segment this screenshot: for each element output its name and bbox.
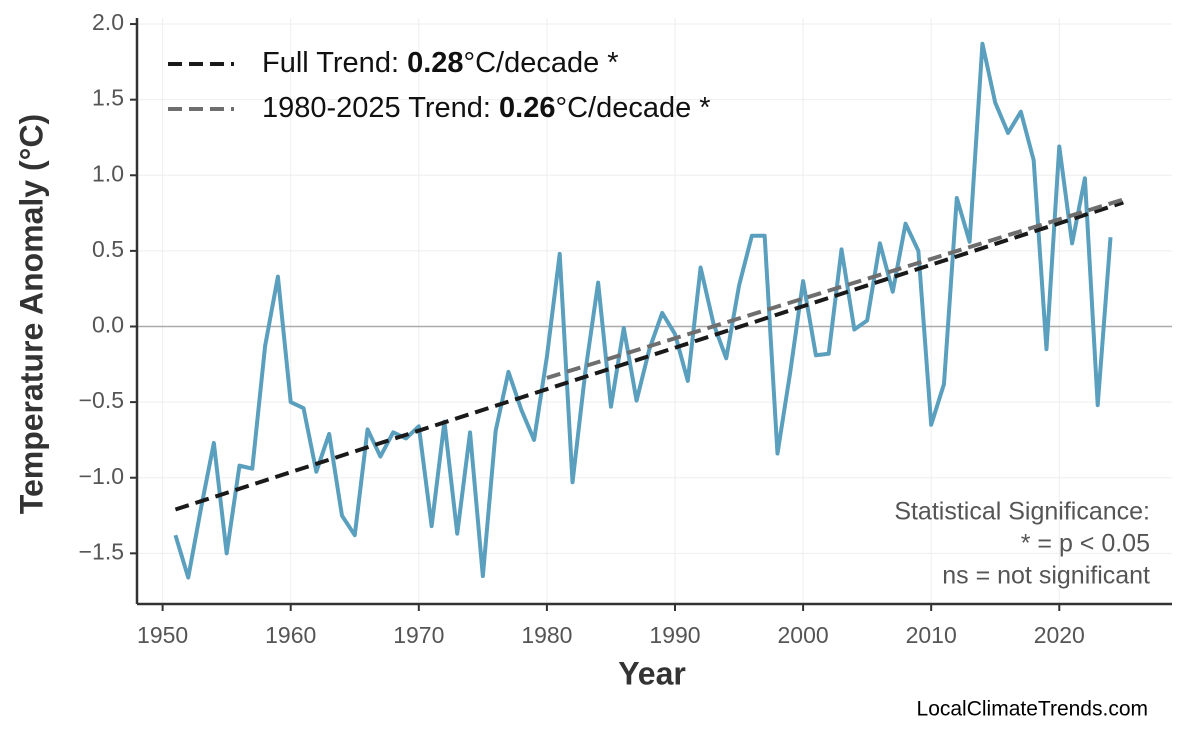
legend-unit: °C/decade * [464, 47, 619, 79]
data-line [173, 41, 1113, 580]
annotation: * = p < 0.05 [1021, 530, 1150, 558]
trend-line [174, 200, 1124, 512]
annotation: ns = not significant [942, 562, 1150, 590]
legend-label: Full Trend: 0.28°C/decade * [262, 47, 619, 79]
x-tick-label: 2020 [1034, 622, 1085, 648]
y-tick-label: −1.5 [79, 538, 124, 564]
y-axis-label: Temperature Anomaly (°C) [13, 114, 49, 514]
trend-line [546, 197, 1124, 380]
x-axis-label: Year [618, 655, 686, 691]
y-tick-label: 1.5 [92, 85, 124, 111]
y-tick-label: 0.0 [92, 312, 124, 338]
legend-rate: 0.26 [499, 92, 555, 124]
legend-label: 1980-2025 Trend: 0.26°C/decade * [262, 92, 711, 124]
x-tick-label: 1950 [137, 622, 188, 648]
x-tick-label: 2010 [906, 622, 957, 648]
x-tick-label: 1970 [393, 622, 444, 648]
source: LocalClimateTrends.com [917, 698, 1148, 721]
y-tick-label: −0.5 [79, 387, 124, 413]
legend-rate: 0.28 [407, 47, 463, 79]
x-tick-label: 1960 [265, 622, 316, 648]
y-tick-label: 2.0 [92, 9, 124, 35]
legend-name: 1980-2025 Trend: [262, 92, 499, 124]
y-tick-label: −1.0 [79, 463, 124, 489]
legend-name: Full Trend: [262, 47, 407, 79]
y-tick-label: 0.5 [92, 236, 124, 262]
x-tick-label: 1990 [649, 622, 700, 648]
y-tick-label: 1.0 [92, 160, 124, 186]
annotation: Statistical Significance: [894, 498, 1150, 526]
x-tick-label: 2000 [778, 622, 829, 648]
x-tick-label: 1980 [521, 622, 572, 648]
legend-unit: °C/decade * [555, 92, 710, 124]
